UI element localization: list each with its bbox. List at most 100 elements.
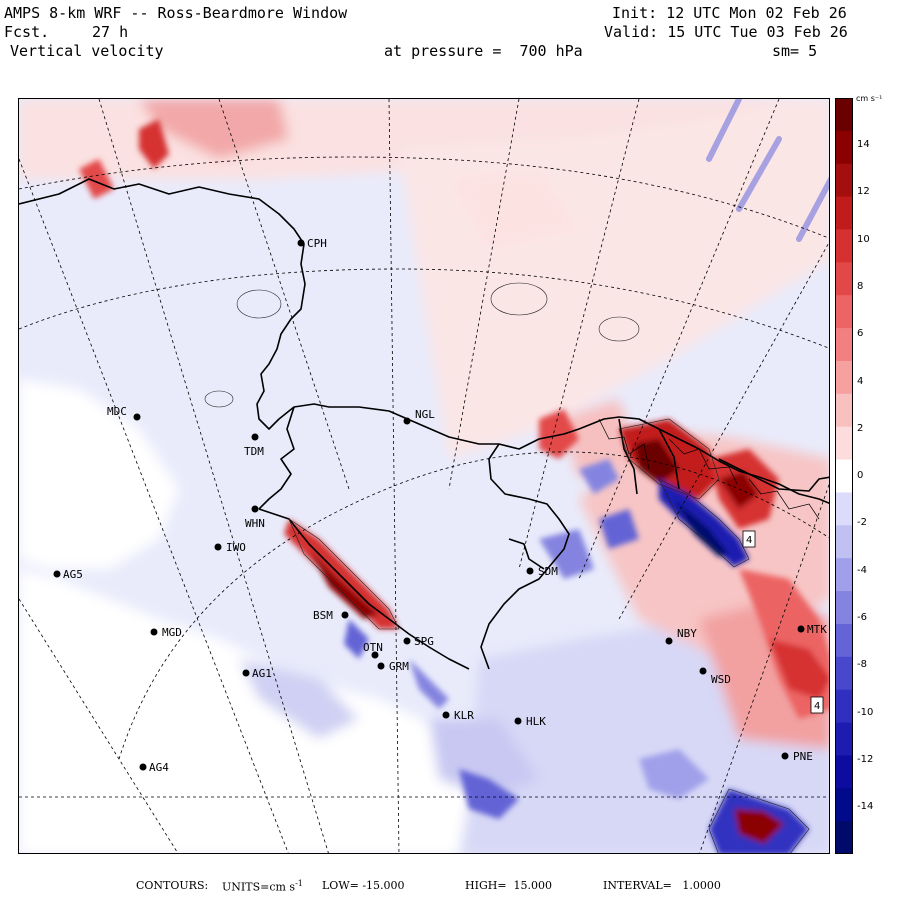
station-mdc[interactable]: MDC	[107, 405, 141, 421]
colorbar-swatch	[835, 558, 853, 592]
station-markers: CPH MDC TDM NGL WHN IWO AG5 SDM BSM MGD …	[53, 237, 828, 774]
colorbar-swatch	[835, 426, 853, 461]
svg-text:AG4: AG4	[149, 761, 169, 774]
station-spg[interactable]: SPG	[403, 635, 434, 648]
strong-features	[79, 119, 829, 853]
footer-units-exponent: -1	[295, 879, 303, 888]
station-mgd[interactable]: MGD	[150, 626, 182, 639]
colorbar-tick-label: -6	[857, 612, 867, 623]
svg-text:OTN: OTN	[363, 641, 383, 654]
colorbar-units: cm s⁻¹	[856, 94, 883, 103]
svg-text:NBY: NBY	[677, 627, 697, 640]
map-title: AMPS 8-km WRF -- Ross-Beardmore Window	[4, 4, 348, 22]
station-nby[interactable]: NBY	[665, 627, 698, 645]
station-tdm[interactable]: TDM	[244, 433, 264, 459]
svg-text:4: 4	[814, 701, 820, 712]
pressure-level: at pressure = 700 hPa	[384, 42, 583, 60]
colorbar-tick-label: -10	[857, 706, 874, 718]
svg-text:SPG: SPG	[414, 635, 434, 648]
svg-text:4: 4	[746, 535, 752, 546]
colorbar-swatch	[835, 722, 853, 756]
forecast-label: Fcst.	[4, 23, 50, 41]
colorbar-swatch	[835, 163, 853, 198]
station-sdm[interactable]: SDM	[526, 565, 559, 578]
footer-contours-label: CONTOURS:	[136, 879, 209, 892]
valid-time: Valid: 15 UTC Tue 03 Feb 26	[604, 23, 848, 41]
station-hlk[interactable]: HLK	[514, 715, 547, 728]
station-klr[interactable]: KLR	[442, 709, 475, 722]
station-ag4[interactable]: AG4	[139, 761, 170, 774]
svg-text:MTK: MTK	[807, 623, 827, 636]
svg-text:HLK: HLK	[526, 715, 546, 728]
map-panel[interactable]: CPH MDC TDM NGL WHN IWO AG5 SDM BSM MGD …	[18, 98, 830, 854]
contour-label-box-a: 4	[742, 530, 756, 548]
colorbar-tick-label: 8	[857, 280, 864, 292]
colorbar-swatch	[835, 98, 853, 132]
colorbar-swatch	[835, 130, 853, 165]
station-bsm[interactable]: BSM	[313, 609, 349, 622]
svg-text:CPH: CPH	[307, 237, 327, 250]
colorbar-tick-label: -12	[857, 753, 874, 765]
station-mtk[interactable]: MTK	[797, 623, 828, 636]
graticule	[19, 99, 829, 853]
svg-text:PNE: PNE	[793, 750, 813, 763]
colorbar-swatch	[835, 360, 853, 395]
colorbar-tick-label: 6	[857, 328, 864, 340]
colorbar-swatch	[835, 821, 853, 854]
colorbar-tick-label: -2	[857, 517, 867, 529]
svg-text:BSM: BSM	[313, 609, 333, 622]
field-name: Vertical velocity	[10, 42, 164, 60]
colorbar-swatch	[835, 262, 853, 296]
station-whn[interactable]: WHN	[245, 505, 265, 531]
svg-text:MGD: MGD	[162, 626, 182, 639]
smoothing-value: sm= 5	[772, 42, 818, 60]
colorbar-swatch	[835, 459, 853, 494]
colorbar-swatch	[835, 393, 853, 428]
colorbar-tick-label: 4	[857, 375, 864, 387]
station-ag1[interactable]: AG1	[242, 667, 272, 680]
colorbar	[835, 98, 853, 854]
station-cph[interactable]: CPH	[297, 237, 327, 250]
colorbar-tick-label: 0	[857, 470, 864, 482]
colorbar-swatch	[835, 623, 853, 658]
colorbar-swatch	[835, 492, 853, 526]
coastline	[19, 178, 829, 670]
station-wsd[interactable]: WSD	[699, 667, 731, 687]
station-grm[interactable]: GRM	[377, 660, 410, 673]
colorbar-swatch	[835, 689, 853, 724]
station-pne[interactable]: PNE	[781, 750, 813, 763]
colorbar-swatch	[835, 328, 853, 362]
colorbar-tick-label: 10	[857, 233, 870, 245]
glacier-detail	[598, 418, 820, 520]
svg-text:GRM: GRM	[389, 660, 409, 673]
svg-text:AG1: AG1	[252, 667, 272, 680]
station-ngl[interactable]: NGL	[403, 408, 436, 425]
footer-units-text: UNITS=cm s	[222, 880, 296, 894]
colorbar-tick-label: 14	[857, 139, 870, 150]
colorbar-border	[835, 98, 853, 854]
svg-text:TDM: TDM	[244, 445, 264, 458]
footer-low: LOW= -15.000	[322, 879, 405, 892]
svg-text:IWO: IWO	[226, 541, 246, 554]
colorbar-swatch	[835, 755, 853, 789]
colorbar-tick-label: -8	[857, 659, 867, 671]
svg-text:KLR: KLR	[454, 709, 474, 722]
footer-interval: INTERVAL= 1.0000	[603, 879, 721, 892]
colorbar-swatch	[835, 591, 853, 625]
svg-text:WSD: WSD	[711, 673, 731, 686]
colorbar-swatch	[835, 656, 853, 691]
colorbar-tick-label: -4	[857, 564, 867, 576]
svg-text:AG5: AG5	[63, 568, 83, 581]
svg-text:NGL: NGL	[415, 408, 435, 421]
footer-units: UNITS=cm s-1	[222, 879, 303, 894]
colorbar-tick-label: 12	[857, 186, 870, 198]
station-ag5[interactable]: AG5	[53, 568, 83, 581]
map-svg: CPH MDC TDM NGL WHN IWO AG5 SDM BSM MGD …	[19, 99, 829, 853]
station-otn[interactable]: OTN	[363, 641, 383, 659]
colorbar-tick-label: 2	[857, 422, 864, 434]
colorbar-swatch	[835, 229, 853, 263]
svg-text:SDM: SDM	[538, 565, 558, 578]
station-iwo[interactable]: IWO	[214, 541, 246, 554]
upper-right-streaks	[706, 99, 829, 242]
colorbar-swatch	[835, 525, 853, 559]
